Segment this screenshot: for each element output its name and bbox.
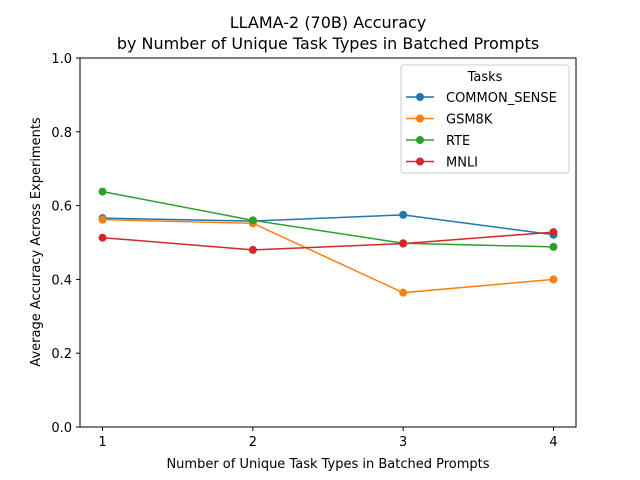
legend-entry-common-sense: COMMON_SENSE	[406, 91, 557, 106]
legend: Tasks COMMON_SENSE GSM8K RTE MNLI	[400, 64, 570, 174]
series-line	[102, 214, 554, 236]
x-tick-label: 2	[249, 435, 257, 450]
y-tick-label: 0.8	[51, 126, 72, 141]
x-tick-label: 4	[549, 435, 557, 450]
data-point	[399, 239, 408, 248]
data-point	[549, 242, 558, 251]
data-point	[549, 228, 558, 237]
data-point	[98, 233, 107, 242]
legend-label: MNLI	[446, 156, 478, 171]
legend-marker	[416, 114, 424, 123]
x-tick-label: 3	[399, 435, 407, 450]
legend-frame	[400, 64, 570, 174]
series-line	[102, 190, 554, 248]
y-tick-label: 0.6	[51, 200, 72, 215]
x-axis-label: Number of Unique Task Types in Batched P…	[166, 457, 489, 472]
plot-area: 1 2 3 4 0.0 0.2 0.4 0.6 0.8 1.0	[51, 52, 577, 450]
data-point	[98, 187, 107, 196]
legend-label: RTE	[446, 134, 470, 149]
data-point	[248, 216, 257, 225]
data-point	[248, 245, 257, 254]
data-point	[549, 275, 558, 284]
series-line	[102, 218, 554, 294]
series-mnli	[98, 228, 558, 254]
series-line	[102, 231, 554, 251]
axes-frame	[79, 57, 577, 428]
data-point	[98, 215, 107, 224]
chart-title-line1: LLAMA-2 (70B) Accuracy	[230, 13, 427, 32]
legend-entry-mnli: MNLI	[406, 156, 478, 171]
legend-label: COMMON_SENSE	[446, 91, 557, 106]
data-point	[399, 210, 408, 219]
data-point	[399, 288, 408, 297]
y-axis-label: Average Accuracy Across Experiments	[29, 117, 44, 367]
y-tick-label: 0.4	[51, 273, 72, 288]
legend-entry-rte: RTE	[406, 134, 470, 149]
legend-title: Tasks	[467, 70, 503, 85]
y-tick-label: 0.0	[51, 421, 72, 436]
legend-marker	[416, 157, 424, 166]
chart-title-line2: by Number of Unique Task Types in Batche…	[117, 34, 539, 53]
legend-marker	[416, 136, 424, 144]
legend-label: GSM8K	[446, 113, 493, 128]
legend-marker	[416, 93, 424, 101]
y-tick-label: 0.2	[51, 347, 72, 362]
x-tick-label: 1	[98, 435, 106, 450]
legend-entry-gsm8k: GSM8K	[406, 113, 493, 128]
y-tick-label: 1.0	[51, 52, 72, 67]
